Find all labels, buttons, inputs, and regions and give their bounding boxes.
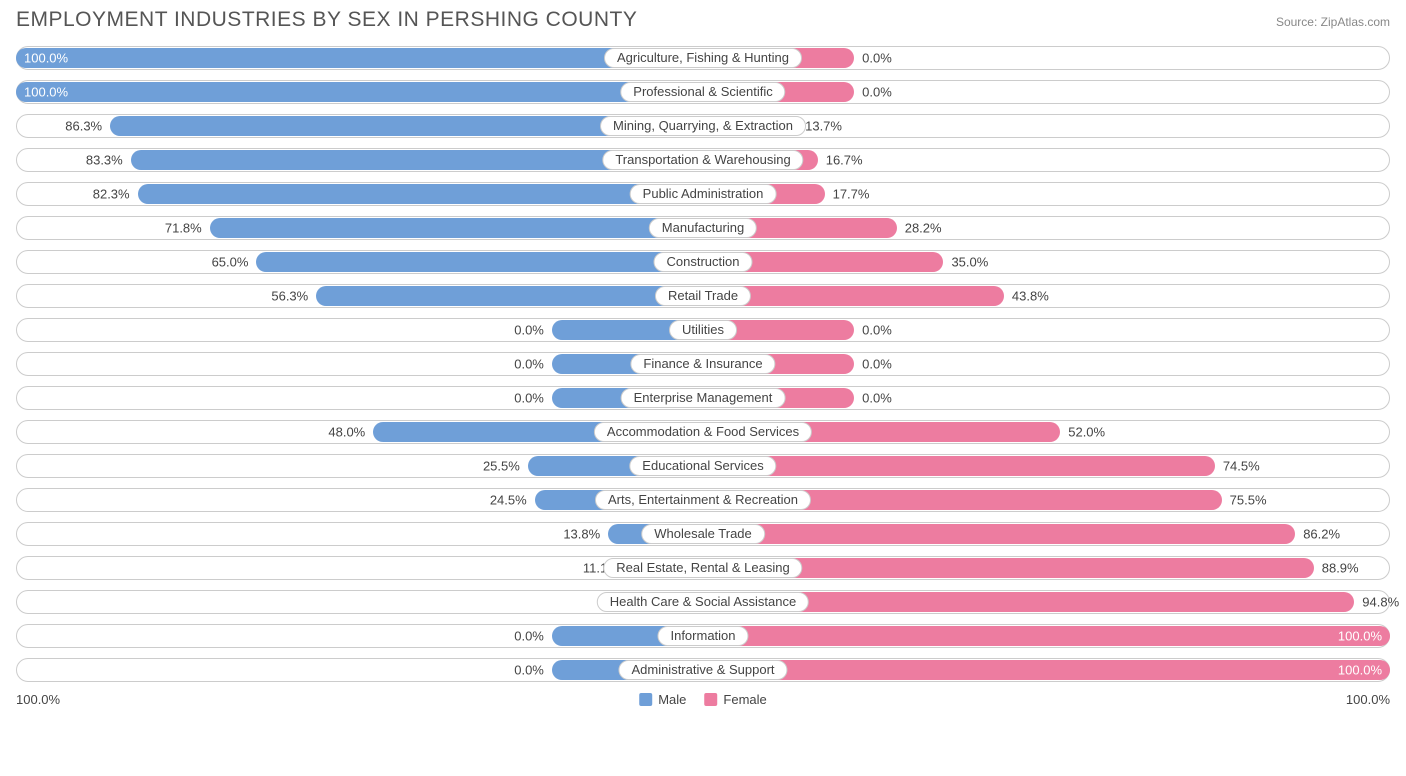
female-value-label: 0.0% (862, 391, 892, 406)
female-bar (703, 660, 1390, 680)
category-label: Arts, Entertainment & Recreation (595, 490, 811, 510)
chart-row: 86.3% 13.7%Mining, Quarrying, & Extractio… (16, 114, 1390, 138)
axis-left-label: 100.0% (16, 692, 60, 707)
female-value-label: 0.0% (862, 323, 892, 338)
male-value-label: 25.5% (483, 459, 520, 474)
male-bar (210, 218, 703, 238)
male-value-label: 0.0% (514, 391, 544, 406)
female-value-label: 86.2% (1303, 527, 1340, 542)
female-value-label: 94.8% (1362, 595, 1399, 610)
male-value-label: 13.8% (563, 527, 600, 542)
chart-row: 5.2%94.8%Health Care & Social Assistance (16, 590, 1390, 614)
female-value-label: 17.7% (833, 187, 870, 202)
chart-row: 82.3% 17.7% Public Administration (16, 182, 1390, 206)
chart-row: 48.0% 52.0% Accommodation & Food Services (16, 420, 1390, 444)
chart-container: EMPLOYMENT INDUSTRIES BY SEX IN PERSHING… (0, 0, 1406, 716)
category-label: Public Administration (630, 184, 777, 204)
male-bar (256, 252, 703, 272)
source-label: Source: ZipAtlas.com (1276, 15, 1390, 29)
category-label: Professional & Scientific (620, 82, 785, 102)
category-label: Manufacturing (649, 218, 757, 238)
chart-row: 25.5% 74.5% Educational Services (16, 454, 1390, 478)
female-value-label: 52.0% (1068, 425, 1105, 440)
category-label: Enterprise Management (621, 388, 786, 408)
category-label: Utilities (669, 320, 737, 340)
chart-row: 71.8% 28.2% Manufacturing (16, 216, 1390, 240)
chart-row: 0.0% 0.0% Finance & Insurance (16, 352, 1390, 376)
male-value-label: 100.0% (24, 51, 68, 66)
female-value-label: 28.2% (905, 221, 942, 236)
category-label: Information (657, 626, 748, 646)
category-label: Mining, Quarrying, & Extraction (600, 116, 806, 136)
male-value-label: 82.3% (93, 187, 130, 202)
category-label: Wholesale Trade (641, 524, 765, 544)
female-value-label: 35.0% (951, 255, 988, 270)
category-label: Accommodation & Food Services (594, 422, 812, 442)
male-value-label: 100.0% (24, 85, 68, 100)
female-swatch (704, 693, 717, 706)
chart-row: 0.0% 0.0% Enterprise Management (16, 386, 1390, 410)
male-value-label: 71.8% (165, 221, 202, 236)
axis-legend-row: 100.0% Male Female 100.0% (10, 692, 1396, 712)
chart-row: 13.8% 86.2% Wholesale Trade (16, 522, 1390, 546)
female-value-label: 75.5% (1230, 493, 1267, 508)
legend: Male Female (639, 692, 767, 707)
legend-item-male: Male (639, 692, 686, 707)
female-value-label: 100.0% (1338, 663, 1382, 678)
category-label: Administrative & Support (618, 660, 787, 680)
category-label: Agriculture, Fishing & Hunting (604, 48, 802, 68)
female-bar (703, 524, 1295, 544)
female-bar (703, 626, 1390, 646)
chart-row: 11.1%88.9%Real Estate, Rental & Leasing (16, 556, 1390, 580)
male-bar (16, 48, 703, 68)
chart-row: 24.5% 75.5% Arts, Entertainment & Recreati… (16, 488, 1390, 512)
male-value-label: 0.0% (514, 323, 544, 338)
chart-row: 0.0% 0.0% Utilities (16, 318, 1390, 342)
female-value-label: 16.7% (826, 153, 863, 168)
female-value-label: 13.7% (805, 119, 842, 134)
female-value-label: 74.5% (1223, 459, 1260, 474)
category-label: Health Care & Social Assistance (597, 592, 809, 612)
chart-row: 0.0% 100.0% Information (16, 624, 1390, 648)
axis-right-label: 100.0% (1346, 692, 1390, 707)
female-value-label: 0.0% (862, 357, 892, 372)
legend-item-female: Female (704, 692, 766, 707)
chart-row: 83.3% 16.7% Transportation & Warehousing (16, 148, 1390, 172)
female-bar (703, 456, 1215, 476)
male-value-label: 24.5% (490, 493, 527, 508)
male-bar (316, 286, 703, 306)
diverging-bar-chart: 100.0% 0.0% Agriculture, Fishing & Hunting… (10, 46, 1396, 682)
chart-row: 65.0% 35.0% Construction (16, 250, 1390, 274)
female-value-label: 43.8% (1012, 289, 1049, 304)
legend-label-male: Male (658, 692, 686, 707)
female-value-label: 100.0% (1338, 629, 1382, 644)
male-value-label: 0.0% (514, 629, 544, 644)
chart-row: 0.0% 100.0% Administrative & Support (16, 658, 1390, 682)
female-value-label: 0.0% (862, 85, 892, 100)
category-label: Finance & Insurance (630, 354, 775, 374)
legend-label-female: Female (723, 692, 766, 707)
male-bar (138, 184, 703, 204)
male-value-label: 86.3% (65, 119, 102, 134)
chart-row: 100.0% 0.0% Agriculture, Fishing & Hunting (16, 46, 1390, 70)
chart-row: 100.0% 0.0% Professional & Scientific (16, 80, 1390, 104)
male-swatch (639, 693, 652, 706)
male-value-label: 0.0% (514, 663, 544, 678)
chart-row: 56.3% 43.8% Retail Trade (16, 284, 1390, 308)
category-label: Educational Services (629, 456, 776, 476)
male-value-label: 48.0% (328, 425, 365, 440)
female-value-label: 0.0% (862, 51, 892, 66)
male-value-label: 56.3% (271, 289, 308, 304)
header: EMPLOYMENT INDUSTRIES BY SEX IN PERSHING… (10, 8, 1396, 32)
chart-title: EMPLOYMENT INDUSTRIES BY SEX IN PERSHING… (16, 8, 637, 32)
male-bar (16, 82, 703, 102)
category-label: Retail Trade (655, 286, 751, 306)
category-label: Transportation & Warehousing (602, 150, 803, 170)
category-label: Real Estate, Rental & Leasing (603, 558, 802, 578)
male-value-label: 0.0% (514, 357, 544, 372)
category-label: Construction (654, 252, 753, 272)
male-value-label: 65.0% (212, 255, 249, 270)
female-value-label: 88.9% (1322, 561, 1359, 576)
male-value-label: 83.3% (86, 153, 123, 168)
